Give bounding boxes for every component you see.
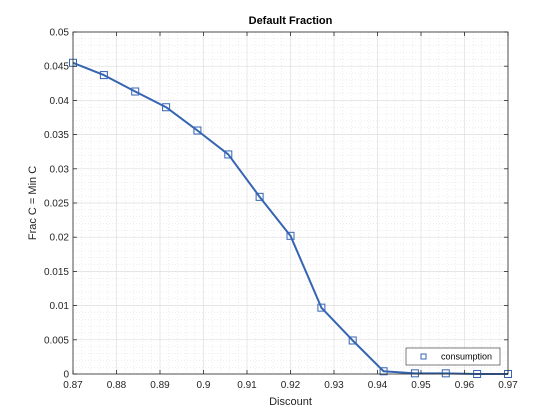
x-tick-label: 0.95: [411, 380, 431, 391]
data-point: [379, 367, 388, 376]
data-point: [410, 369, 419, 378]
tick-labels: 0.87 0.88 0.89 0.9 0.91 0.92 0.93 0.94 0.95 0.96 0…: [44, 28, 518, 392]
y-tick-label: 0.03: [50, 164, 70, 175]
major-grid: [72, 31, 509, 375]
data-point: [441, 369, 450, 378]
x-tick-label: 0.96: [455, 380, 475, 391]
data-point: [162, 103, 171, 112]
series-line: [72, 61, 508, 375]
y-tick-label: 0.02: [50, 233, 70, 244]
y-tick-label: 0.01: [50, 301, 70, 312]
data-point: [99, 71, 108, 80]
y-tick-label: 0: [63, 370, 69, 381]
y-tick-label: 0.025: [44, 199, 69, 210]
x-tick-label: 0.89: [150, 380, 170, 391]
y-tick-label: 0.005: [44, 335, 69, 346]
series-layer: [69, 58, 512, 378]
x-tick-label: 0.97: [498, 380, 518, 391]
x-axis-label: Discount: [269, 396, 312, 408]
x-tick-label: 0.87: [63, 380, 83, 391]
x-tick-label: 0.93: [324, 380, 344, 391]
x-tick-label: 0.9: [197, 380, 211, 391]
chart-title: Default Fraction: [249, 15, 333, 27]
y-axis-label: Frac C = Min C: [27, 166, 39, 240]
legend-box: [405, 347, 501, 366]
y-tick-label: 0.05: [50, 28, 70, 39]
y-tick-label: 0.015: [44, 267, 69, 278]
x-tick-label: 0.88: [107, 380, 127, 391]
legend: consumption: [405, 347, 501, 366]
legend-marker: [420, 353, 427, 360]
y-tick-label: 0.035: [44, 130, 69, 141]
y-tick-label: 0.045: [44, 62, 69, 73]
ticks: [72, 31, 509, 375]
x-tick-label: 0.91: [237, 380, 257, 391]
legend-label: consumption: [441, 352, 492, 362]
data-point: [131, 87, 140, 96]
data-point: [348, 336, 357, 345]
data-point: [286, 231, 295, 240]
x-tick-label: 0.94: [368, 380, 388, 391]
data-point: [224, 150, 233, 159]
y-tick-label: 0.04: [50, 96, 70, 107]
data-point: [193, 126, 202, 135]
data-point: [317, 303, 326, 312]
data-point: [255, 192, 264, 201]
x-tick-label: 0.92: [281, 380, 301, 391]
